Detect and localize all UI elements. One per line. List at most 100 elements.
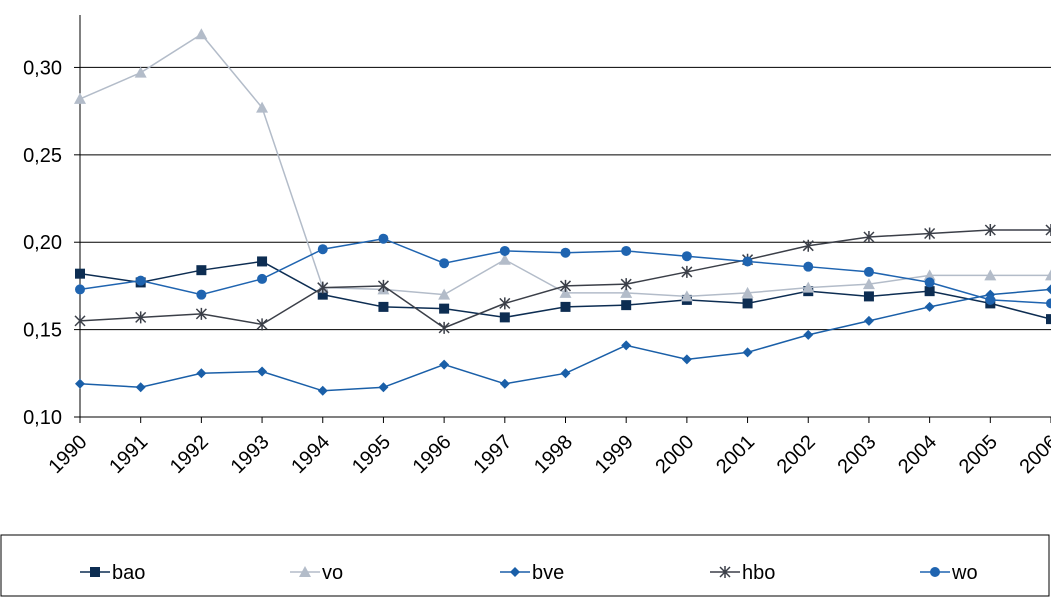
data-point: [681, 265, 693, 278]
data-point: [378, 382, 389, 393]
data-point: [1045, 223, 1051, 236]
data-point: [559, 286, 572, 298]
legend-marker: [299, 566, 311, 577]
x-tick-label: 1994: [287, 431, 334, 478]
data-point: [924, 277, 935, 288]
data-point: [438, 321, 450, 334]
data-point: [924, 286, 935, 297]
x-tick-label: 2006: [1016, 431, 1051, 478]
data-point: [499, 297, 511, 310]
x-tick-label: 2002: [773, 431, 820, 478]
data-point: [984, 269, 997, 281]
data-point: [378, 233, 389, 244]
legend-label: vo: [322, 562, 343, 584]
data-point: [621, 245, 632, 256]
data-point: [681, 251, 692, 262]
data-point: [377, 279, 389, 292]
data-point: [1046, 284, 1051, 295]
x-tick-label: 1991: [105, 431, 152, 478]
data-point: [134, 66, 147, 78]
data-point: [257, 366, 268, 377]
data-point: [1045, 269, 1051, 281]
data-point: [985, 294, 996, 305]
data-point: [257, 273, 268, 284]
data-point: [863, 230, 875, 243]
data-point: [620, 286, 633, 298]
data-point: [499, 245, 510, 256]
y-tick-label: 0,25: [23, 145, 62, 167]
data-point: [863, 291, 874, 302]
data-point: [195, 28, 208, 40]
data-point: [74, 92, 86, 104]
data-point: [499, 378, 510, 389]
data-point: [75, 378, 85, 389]
data-point: [559, 279, 572, 292]
data-point: [438, 288, 451, 300]
legend-marker: [90, 567, 100, 577]
data-point: [196, 265, 207, 276]
x-tick-label: 1999: [591, 431, 638, 478]
data-point: [75, 284, 85, 295]
data-point: [196, 289, 207, 300]
data-point: [984, 223, 996, 236]
data-point: [560, 368, 571, 379]
data-point: [621, 300, 632, 311]
data-point: [560, 247, 571, 258]
legend-label: wo: [951, 562, 978, 584]
x-tick-label: 1996: [409, 431, 456, 478]
x-tick-label: 1990: [45, 431, 92, 478]
data-point: [924, 301, 935, 312]
x-tick-label: 1997: [469, 431, 516, 478]
data-point: [499, 312, 510, 323]
data-point: [742, 347, 753, 358]
data-point: [620, 278, 632, 291]
x-tick-label: 1992: [166, 431, 213, 478]
data-point: [317, 244, 328, 255]
data-point: [196, 368, 207, 379]
data-point: [74, 314, 86, 327]
x-tick-label: 2005: [955, 431, 1002, 478]
data-point: [135, 311, 147, 324]
y-tick-label: 0,15: [23, 320, 62, 342]
data-point: [75, 268, 85, 279]
data-point: [924, 227, 936, 240]
x-tick-label: 2004: [894, 431, 941, 478]
data-point: [803, 261, 814, 272]
y-tick-label: 0,20: [23, 232, 62, 254]
data-point: [862, 278, 875, 290]
data-point: [803, 329, 814, 340]
data-point: [257, 256, 268, 267]
y-tick-label: 0,30: [23, 57, 62, 79]
data-point: [742, 298, 753, 309]
x-tick-label: 1998: [530, 431, 577, 478]
data-point: [621, 340, 632, 351]
y-tick-label: 0,10: [23, 407, 62, 429]
data-point: [1046, 298, 1051, 309]
data-point: [802, 281, 815, 293]
data-point: [135, 382, 146, 393]
x-tick-label: 2001: [712, 431, 759, 478]
data-point: [317, 289, 328, 300]
data-point: [680, 290, 693, 302]
x-tick-label: 2000: [651, 431, 698, 478]
data-point: [741, 286, 754, 298]
data-point: [863, 315, 874, 326]
data-point: [378, 301, 389, 312]
x-tick-label: 1993: [227, 431, 274, 478]
data-point: [681, 354, 692, 365]
data-point: [742, 256, 753, 267]
data-point: [317, 281, 329, 294]
plot-area: [74, 28, 1051, 396]
data-point: [135, 275, 146, 286]
data-point: [923, 269, 936, 281]
legend-box: [0, 534, 1050, 597]
data-point: [863, 266, 874, 277]
legend-label: bao: [112, 562, 145, 584]
data-point: [439, 258, 450, 269]
data-point: [439, 359, 450, 370]
legend-label: hbo: [742, 562, 775, 584]
legend-marker: [930, 567, 940, 577]
legend-label: bve: [532, 562, 564, 584]
